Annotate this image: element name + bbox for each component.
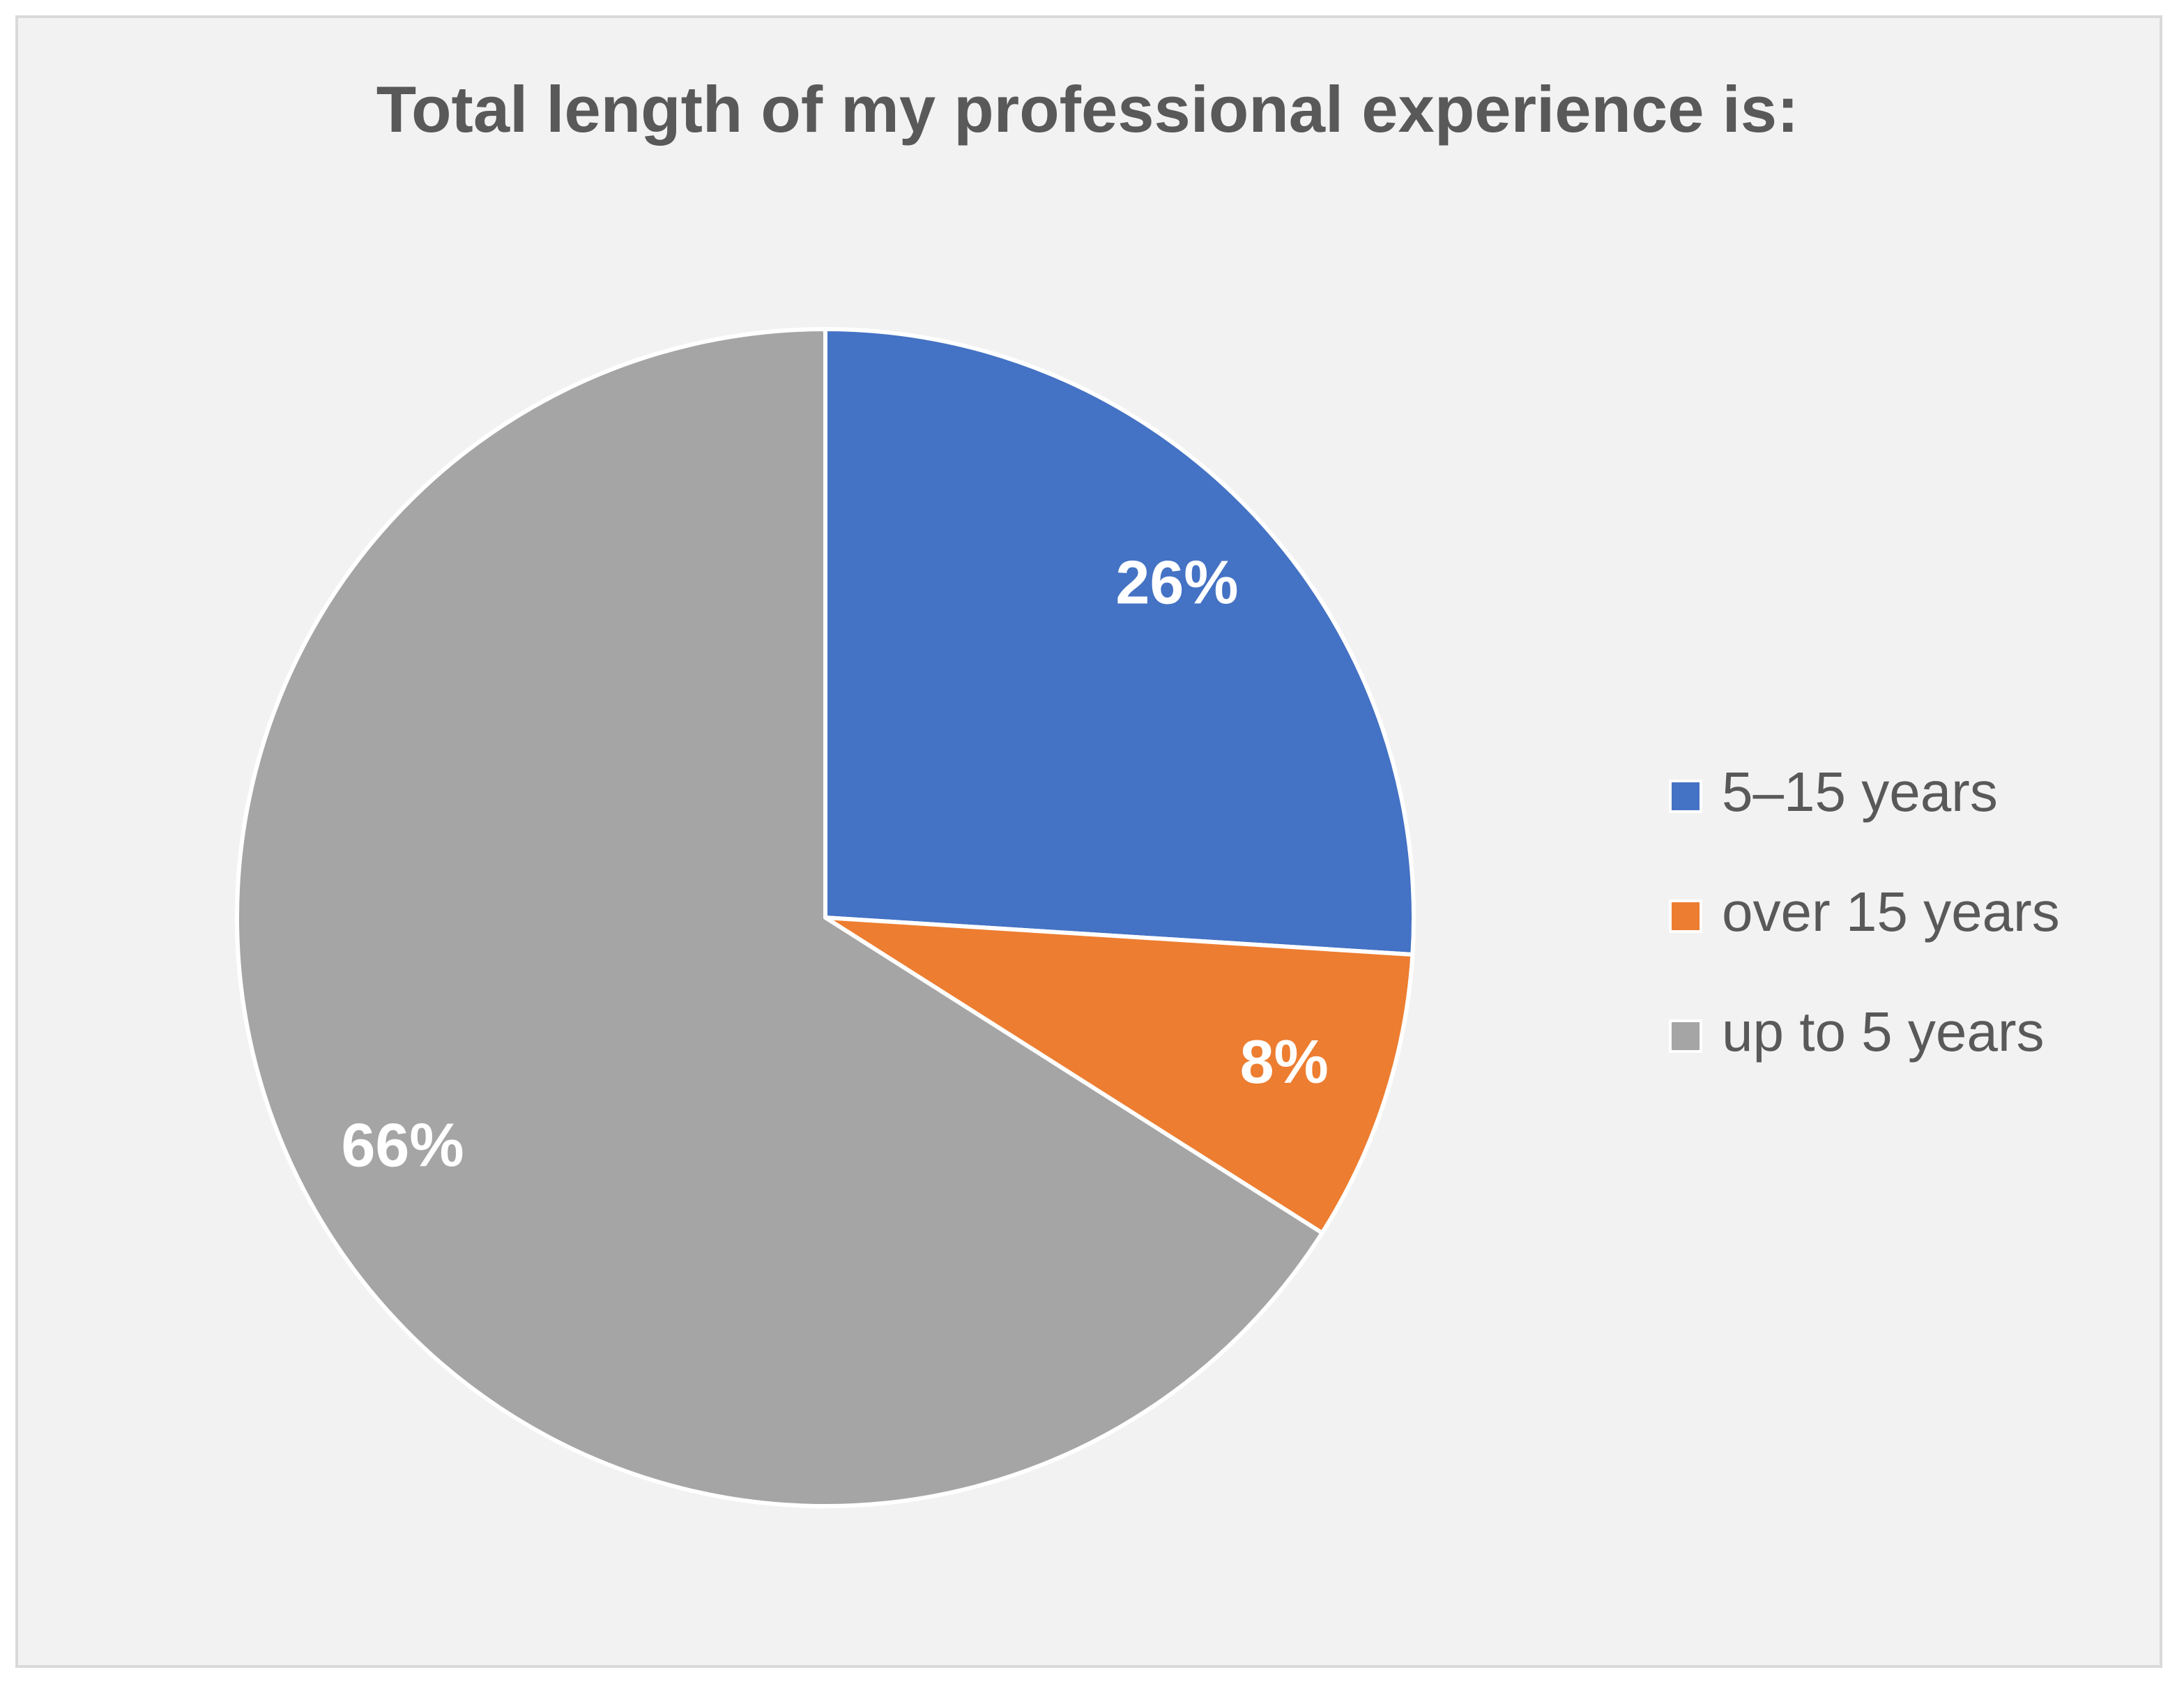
legend-swatch <box>1669 780 1702 813</box>
legend-label: up to 5 years <box>1722 1001 2045 1063</box>
data-label: 26% <box>1115 547 1238 616</box>
legend-swatch <box>1669 899 1702 933</box>
pie-slice <box>235 327 1324 1508</box>
legend-swatch <box>1669 1019 1702 1053</box>
data-label: 66% <box>341 1111 464 1180</box>
legend-label: over 15 years <box>1722 881 2060 943</box>
legend-label: 5–15 years <box>1722 761 1998 823</box>
data-label: 8% <box>1240 1027 1329 1096</box>
chart-title: Total length of my professional experien… <box>376 73 1799 146</box>
pie-slice <box>823 327 1416 957</box>
pie-slice <box>823 916 1415 1236</box>
